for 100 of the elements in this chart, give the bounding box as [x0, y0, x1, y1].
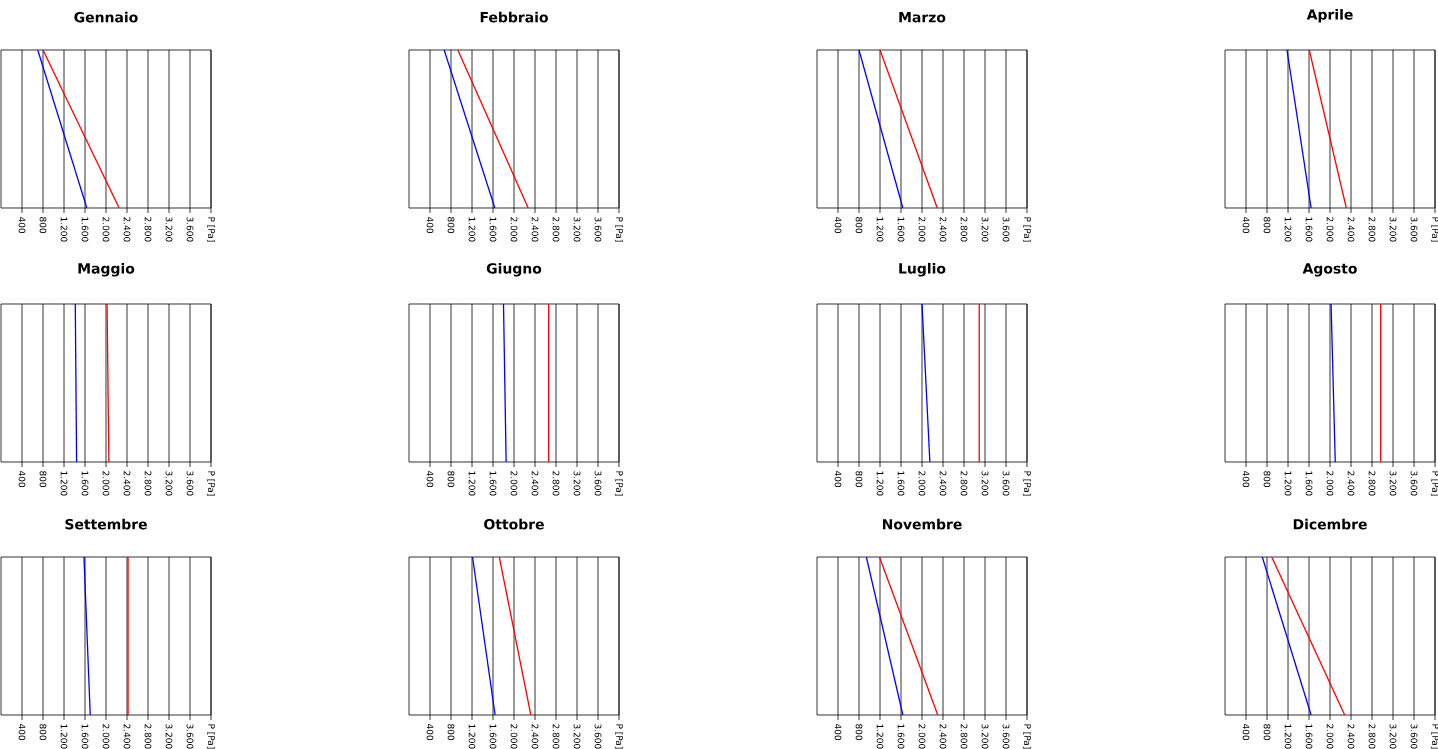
x-tick-label: 1.600 [489, 724, 497, 749]
x-tick-label: 3.600 [1410, 217, 1418, 242]
x-tick-label: 2.000 [1326, 471, 1334, 496]
x-tick-label: 3.600 [1002, 471, 1010, 496]
x-tick-label: 3.600 [594, 471, 602, 496]
x-tick-label: 3.200 [165, 724, 173, 749]
x-tick-label: 400 [1242, 216, 1250, 234]
x-tick-label: 3.200 [981, 217, 989, 242]
x-tick-label: P [Pa] [207, 724, 215, 749]
x-tick-label: 2.800 [1368, 724, 1376, 749]
x-tick-label: 1.600 [81, 724, 89, 749]
x-tick-label: 1.200 [1284, 724, 1292, 749]
x-tick-label: 400 [18, 470, 26, 488]
x-tick-label: P [Pa] [615, 217, 623, 242]
chart-title: Gennaio [74, 11, 138, 23]
x-tick-label: 3.600 [186, 217, 194, 242]
x-tick-label: 1.600 [489, 217, 497, 242]
chart-title: Febbraio [480, 11, 548, 23]
x-tick-label: 400 [1242, 723, 1250, 741]
x-tick-label: 800 [855, 471, 863, 488]
x-tick-label: 1.600 [897, 471, 905, 496]
x-tick-label: 3.200 [165, 217, 173, 242]
x-tick-label: 3.600 [186, 471, 194, 496]
x-tick-label: 3.600 [1410, 471, 1418, 496]
x-tick-label: 2.800 [960, 217, 968, 242]
x-tick-label: 2.800 [552, 724, 560, 749]
x-tick-label: 1.600 [81, 217, 89, 242]
x-tick-label: 2.400 [123, 217, 131, 242]
x-tick-label: P [Pa] [207, 471, 215, 496]
x-tick-label: 3.200 [981, 724, 989, 749]
chart-title: Giugno [486, 262, 542, 277]
x-tick-label: 2.000 [918, 471, 926, 496]
chart-title: Ottobre [484, 518, 544, 530]
x-tick-label: 3.200 [1389, 217, 1397, 242]
x-tick-label: 3.600 [594, 724, 602, 749]
x-tick-label: 2.800 [552, 217, 560, 242]
x-tick-label: 400 [834, 470, 842, 488]
x-tick-label: 2.800 [960, 724, 968, 749]
x-tick-label: 2.400 [123, 724, 131, 749]
chart-title: Agosto [1302, 263, 1357, 277]
x-tick-label: 1.200 [60, 471, 68, 496]
x-tick-label: 2.400 [939, 471, 947, 496]
x-tick-label: 2.400 [939, 217, 947, 242]
x-tick-label: 2.400 [531, 724, 539, 749]
x-tick-label: P [Pa] [1023, 471, 1032, 496]
chart-title: Novembre [882, 518, 962, 530]
x-tick-label: 1.200 [1284, 217, 1292, 242]
x-tick-label: 1.600 [81, 471, 89, 496]
x-tick-label: 1.600 [897, 217, 905, 242]
x-tick-label: 2.400 [939, 724, 947, 749]
x-tick-label: P [Pa] [1023, 724, 1032, 749]
x-tick-label: P [Pa] [615, 724, 623, 749]
x-tick-label: 1.200 [876, 217, 884, 242]
x-tick-label: 2.800 [144, 471, 152, 496]
x-tick-label: 3.200 [1389, 724, 1397, 749]
x-tick-label: 400 [834, 723, 842, 741]
x-tick-label: 2.800 [1368, 217, 1376, 242]
x-tick-label: 3.200 [1389, 471, 1397, 496]
x-tick-label: 3.600 [1002, 217, 1010, 242]
x-tick-label: 800 [1263, 217, 1271, 234]
x-tick-label: 1.200 [876, 471, 884, 496]
x-tick-label: 1.200 [60, 217, 68, 242]
x-tick-label: 2.400 [123, 471, 131, 496]
x-tick-label: 2.000 [1326, 724, 1334, 749]
x-tick-label: 2.000 [102, 724, 110, 749]
x-tick-label: 1.200 [1284, 471, 1292, 496]
x-tick-label: 3.600 [1410, 724, 1418, 749]
x-tick-label: 2.800 [552, 471, 560, 496]
x-tick-label: 2.000 [510, 471, 518, 496]
x-tick-label: 1.600 [1305, 217, 1313, 242]
x-tick-label: 1.600 [897, 724, 905, 749]
x-tick-label: 800 [855, 217, 863, 234]
chart-title: Dicembre [1293, 518, 1367, 530]
x-tick-label: 400 [18, 216, 26, 234]
x-tick-label: 2.000 [102, 471, 110, 496]
x-tick-label: 400 [426, 470, 434, 488]
x-tick-label: 800 [39, 724, 47, 741]
x-tick-label: 2.400 [1347, 217, 1355, 242]
x-tick-label: 3.200 [573, 217, 581, 242]
x-tick-label: 400 [18, 723, 26, 741]
chart-title: Maggio [78, 262, 135, 277]
x-tick-label: 2.400 [1347, 471, 1355, 496]
x-tick-label: 2.000 [918, 724, 926, 749]
chart-title: Marzo [899, 12, 946, 23]
x-tick-label: 800 [447, 471, 455, 488]
x-tick-label: 3.200 [573, 471, 581, 496]
x-tick-label: 2.400 [531, 217, 539, 242]
x-tick-label: 1.200 [60, 724, 68, 749]
x-tick-label: 800 [447, 724, 455, 741]
x-tick-label: 1.200 [468, 217, 476, 242]
x-tick-label: P [Pa] [1023, 217, 1032, 242]
x-tick-label: 2.000 [1326, 217, 1334, 242]
x-tick-label: 3.600 [186, 724, 194, 749]
x-tick-label: P [Pa] [207, 217, 215, 242]
x-tick-label: 2.000 [510, 217, 518, 242]
x-tick-label: 2.800 [144, 217, 152, 242]
chart-title: Luglio [899, 262, 946, 277]
x-tick-label: 800 [1263, 724, 1271, 741]
x-tick-label: 3.200 [573, 724, 581, 749]
x-tick-label: 400 [426, 216, 434, 234]
